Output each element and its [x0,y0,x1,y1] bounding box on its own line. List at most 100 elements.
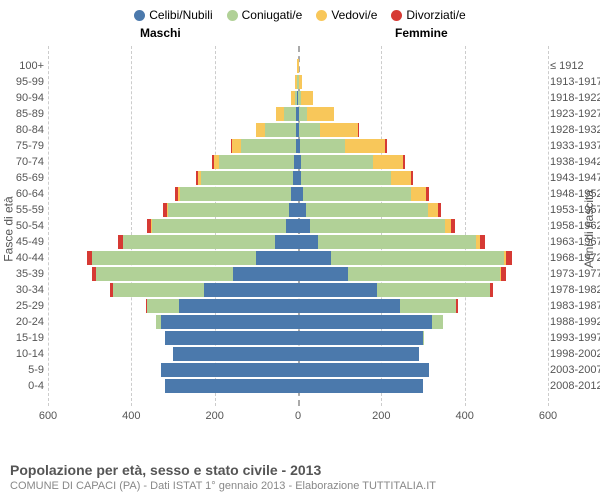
female-bar [298,91,313,105]
age-label: 10-14 [0,346,44,362]
bar-segment [301,91,314,105]
age-label: 85-89 [0,106,44,122]
bar-row: 65-691943-1947 [48,170,548,186]
bar-segment [403,155,405,169]
male-bar [161,363,299,377]
male-bar [196,171,298,185]
male-bar [87,251,298,265]
birth-year-label: 1948-1952 [550,186,600,202]
footer-subtitle: COMUNE DI CAPACI (PA) - Dati ISTAT 1° ge… [10,480,590,492]
female-bar [298,347,419,361]
bar-segment [298,59,299,73]
age-label: 25-29 [0,298,44,314]
birth-year-label: ≤ 1912 [550,58,600,74]
age-label: 5-9 [0,362,44,378]
bar-segment [298,251,331,265]
bar-row: 20-241988-1992 [48,314,548,330]
bar-row: 45-491963-1967 [48,234,548,250]
bar-segment [256,251,298,265]
bar-segment [345,139,385,153]
birth-year-label: 1953-1957 [550,202,600,218]
legend-swatch [134,10,145,21]
bar-segment [299,107,307,121]
bar-segment [400,299,456,313]
bar-row: 70-741938-1942 [48,154,548,170]
x-tick-label: 200 [372,410,390,422]
male-bar [156,315,298,329]
male-bar [163,203,298,217]
bar-row: 100+≤ 1912 [48,58,548,74]
bar-row: 95-991913-1917 [48,74,548,90]
bar-segment [301,171,391,185]
bar-segment [161,315,299,329]
female-bar [298,107,334,121]
female-bar [298,379,423,393]
bar-segment [96,267,234,281]
female-bar [298,139,387,153]
male-bar [173,347,298,361]
male-bar [118,235,298,249]
x-tick-label: 600 [539,410,557,422]
bar-segment [298,379,423,393]
birth-year-label: 1943-1947 [550,170,600,186]
bar-segment [298,331,423,345]
birth-year-label: 2003-2007 [550,362,600,378]
bar-segment [291,187,299,201]
male-bar [146,299,298,313]
bar-segment [306,203,429,217]
birth-year-label: 1993-1997 [550,330,600,346]
bar-segment [233,267,298,281]
legend-item: Divorziati/e [391,8,465,22]
female-bar [298,59,299,73]
bar-segment [432,315,442,329]
bar-row: 25-291983-1987 [48,298,548,314]
bar-segment [411,171,414,185]
header-female: Femmine [395,26,448,40]
plot-area: 100+≤ 191295-991913-191790-941918-192285… [48,46,548,406]
legend-label: Coniugati/e [242,8,303,22]
male-bar [256,123,298,137]
bar-segment [490,283,493,297]
bar-segment [456,299,457,313]
chart-footer: Popolazione per età, sesso e stato civil… [10,462,590,492]
bar-segment [219,155,294,169]
x-tick-label: 400 [122,410,140,422]
age-label: 70-74 [0,154,44,170]
bar-segment [480,235,485,249]
bar-row: 85-891923-1927 [48,106,548,122]
female-bar [298,331,424,345]
birth-year-label: 1933-1937 [550,138,600,154]
bar-segment [147,299,180,313]
female-bar [298,363,429,377]
bar-segment [201,171,293,185]
birth-year-label: 1918-1922 [550,90,600,106]
bar-segment [411,187,426,201]
female-bar [298,123,358,137]
bar-segment [265,123,296,137]
female-bar [298,283,493,297]
x-tick-label: 0 [295,410,301,422]
birth-year-label: 1978-1982 [550,282,600,298]
bar-segment [123,235,275,249]
bar-segment [298,347,419,361]
legend-label: Divorziati/e [406,8,465,22]
bar-segment [165,379,298,393]
bar-segment [298,283,377,297]
age-label: 75-79 [0,138,44,154]
x-axis: 6004002000200400600 [48,410,548,426]
bar-segment [232,139,241,153]
female-bar [298,75,302,89]
age-label: 40-44 [0,250,44,266]
bar-row: 15-191993-1997 [48,330,548,346]
age-label: 100+ [0,58,44,74]
bar-segment [298,235,318,249]
female-bar [298,171,413,185]
bar-row: 30-341978-1982 [48,282,548,298]
bar-segment [310,219,445,233]
bar-row: 75-791933-1937 [48,138,548,154]
age-label: 50-54 [0,218,44,234]
bar-segment [173,347,298,361]
bar-segment [276,107,284,121]
bar-row: 10-141998-2002 [48,346,548,362]
female-bar [298,315,443,329]
